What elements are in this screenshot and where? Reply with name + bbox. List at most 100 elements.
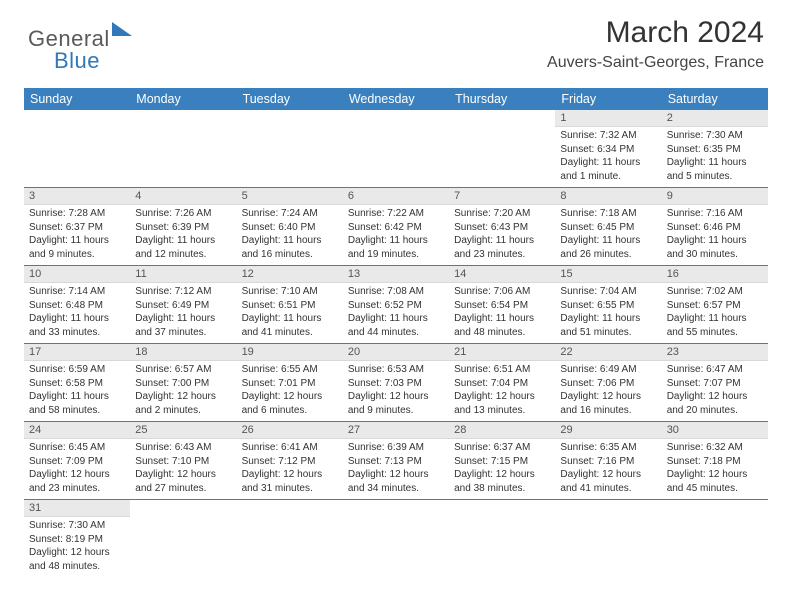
title-block: March 2024 Auvers-Saint-Georges, France	[547, 16, 764, 72]
daylight-text: Daylight: 11 hours and 12 minutes.	[135, 234, 231, 261]
sunset-text: Sunset: 6:49 PM	[135, 299, 231, 313]
day-number: 14	[449, 266, 555, 283]
calendar-cell: 30Sunrise: 6:32 AMSunset: 7:18 PMDayligh…	[662, 422, 768, 500]
sunrise-text: Sunrise: 6:45 AM	[29, 441, 125, 455]
calendar-cell: 12Sunrise: 7:10 AMSunset: 6:51 PMDayligh…	[237, 266, 343, 344]
day-number: 23	[662, 344, 768, 361]
day-number: 2	[662, 110, 768, 127]
day-number: 10	[24, 266, 130, 283]
daylight-text: Daylight: 12 hours and 31 minutes.	[242, 468, 338, 495]
day-number: 22	[555, 344, 661, 361]
day-content: Sunrise: 6:39 AMSunset: 7:13 PMDaylight:…	[343, 439, 449, 499]
daylight-text: Daylight: 12 hours and 16 minutes.	[560, 390, 656, 417]
sunset-text: Sunset: 6:35 PM	[667, 143, 763, 157]
day-number: 6	[343, 188, 449, 205]
sunrise-text: Sunrise: 7:06 AM	[454, 285, 550, 299]
calendar-cell: 17Sunrise: 6:59 AMSunset: 6:58 PMDayligh…	[24, 344, 130, 422]
sunset-text: Sunset: 6:39 PM	[135, 221, 231, 235]
calendar-cell: 28Sunrise: 6:37 AMSunset: 7:15 PMDayligh…	[449, 422, 555, 500]
day-number: 1	[555, 110, 661, 127]
day-content: Sunrise: 6:55 AMSunset: 7:01 PMDaylight:…	[237, 361, 343, 421]
calendar-cell: 6Sunrise: 7:22 AMSunset: 6:42 PMDaylight…	[343, 188, 449, 266]
sunrise-text: Sunrise: 6:39 AM	[348, 441, 444, 455]
day-number: 11	[130, 266, 236, 283]
calendar-cell	[662, 500, 768, 578]
calendar-cell: 27Sunrise: 6:39 AMSunset: 7:13 PMDayligh…	[343, 422, 449, 500]
calendar-week: 3Sunrise: 7:28 AMSunset: 6:37 PMDaylight…	[24, 188, 768, 266]
calendar-cell	[343, 110, 449, 188]
daylight-text: Daylight: 11 hours and 41 minutes.	[242, 312, 338, 339]
day-number: 8	[555, 188, 661, 205]
day-content: Sunrise: 6:32 AMSunset: 7:18 PMDaylight:…	[662, 439, 768, 499]
sunset-text: Sunset: 7:12 PM	[242, 455, 338, 469]
day-content: Sunrise: 7:04 AMSunset: 6:55 PMDaylight:…	[555, 283, 661, 343]
calendar-cell: 11Sunrise: 7:12 AMSunset: 6:49 PMDayligh…	[130, 266, 236, 344]
sunset-text: Sunset: 7:04 PM	[454, 377, 550, 391]
day-content: Sunrise: 7:06 AMSunset: 6:54 PMDaylight:…	[449, 283, 555, 343]
calendar-cell: 15Sunrise: 7:04 AMSunset: 6:55 PMDayligh…	[555, 266, 661, 344]
sunrise-text: Sunrise: 6:53 AM	[348, 363, 444, 377]
day-content: Sunrise: 6:57 AMSunset: 7:00 PMDaylight:…	[130, 361, 236, 421]
day-number: 24	[24, 422, 130, 439]
calendar-cell: 2Sunrise: 7:30 AMSunset: 6:35 PMDaylight…	[662, 110, 768, 188]
day-content: Sunrise: 6:37 AMSunset: 7:15 PMDaylight:…	[449, 439, 555, 499]
day-content: Sunrise: 7:12 AMSunset: 6:49 PMDaylight:…	[130, 283, 236, 343]
day-content: Sunrise: 6:49 AMSunset: 7:06 PMDaylight:…	[555, 361, 661, 421]
sunrise-text: Sunrise: 7:10 AM	[242, 285, 338, 299]
day-content: Sunrise: 7:26 AMSunset: 6:39 PMDaylight:…	[130, 205, 236, 265]
calendar-header-row: SundayMondayTuesdayWednesdayThursdayFrid…	[24, 88, 768, 110]
day-content: Sunrise: 6:35 AMSunset: 7:16 PMDaylight:…	[555, 439, 661, 499]
daylight-text: Daylight: 11 hours and 9 minutes.	[29, 234, 125, 261]
sunrise-text: Sunrise: 7:24 AM	[242, 207, 338, 221]
day-content: Sunrise: 7:30 AMSunset: 8:19 PMDaylight:…	[24, 517, 130, 577]
calendar-cell	[130, 500, 236, 578]
day-number: 19	[237, 344, 343, 361]
calendar-cell: 18Sunrise: 6:57 AMSunset: 7:00 PMDayligh…	[130, 344, 236, 422]
day-content: Sunrise: 7:02 AMSunset: 6:57 PMDaylight:…	[662, 283, 768, 343]
calendar-cell: 31Sunrise: 7:30 AMSunset: 8:19 PMDayligh…	[24, 500, 130, 578]
sunrise-text: Sunrise: 7:32 AM	[560, 129, 656, 143]
sunset-text: Sunset: 6:52 PM	[348, 299, 444, 313]
calendar-cell: 13Sunrise: 7:08 AMSunset: 6:52 PMDayligh…	[343, 266, 449, 344]
day-number: 7	[449, 188, 555, 205]
calendar-week: 10Sunrise: 7:14 AMSunset: 6:48 PMDayligh…	[24, 266, 768, 344]
sunset-text: Sunset: 7:09 PM	[29, 455, 125, 469]
calendar-cell: 1Sunrise: 7:32 AMSunset: 6:34 PMDaylight…	[555, 110, 661, 188]
day-content: Sunrise: 7:30 AMSunset: 6:35 PMDaylight:…	[662, 127, 768, 187]
sunrise-text: Sunrise: 6:57 AM	[135, 363, 231, 377]
calendar-cell: 10Sunrise: 7:14 AMSunset: 6:48 PMDayligh…	[24, 266, 130, 344]
daylight-text: Daylight: 11 hours and 48 minutes.	[454, 312, 550, 339]
daylight-text: Daylight: 12 hours and 2 minutes.	[135, 390, 231, 417]
calendar-week: 31Sunrise: 7:30 AMSunset: 8:19 PMDayligh…	[24, 500, 768, 578]
month-title: March 2024	[547, 16, 764, 50]
sunset-text: Sunset: 6:34 PM	[560, 143, 656, 157]
sunrise-text: Sunrise: 7:12 AM	[135, 285, 231, 299]
sunrise-text: Sunrise: 7:30 AM	[29, 519, 125, 533]
calendar-cell: 14Sunrise: 7:06 AMSunset: 6:54 PMDayligh…	[449, 266, 555, 344]
calendar-cell: 22Sunrise: 6:49 AMSunset: 7:06 PMDayligh…	[555, 344, 661, 422]
sunset-text: Sunset: 6:42 PM	[348, 221, 444, 235]
sunset-text: Sunset: 6:40 PM	[242, 221, 338, 235]
calendar-cell	[130, 110, 236, 188]
column-header: Friday	[555, 88, 661, 110]
day-number: 3	[24, 188, 130, 205]
daylight-text: Daylight: 12 hours and 48 minutes.	[29, 546, 125, 573]
day-number: 30	[662, 422, 768, 439]
calendar-cell: 5Sunrise: 7:24 AMSunset: 6:40 PMDaylight…	[237, 188, 343, 266]
sunset-text: Sunset: 6:51 PM	[242, 299, 338, 313]
calendar-week: 17Sunrise: 6:59 AMSunset: 6:58 PMDayligh…	[24, 344, 768, 422]
day-content: Sunrise: 6:45 AMSunset: 7:09 PMDaylight:…	[24, 439, 130, 499]
sunrise-text: Sunrise: 6:43 AM	[135, 441, 231, 455]
sunset-text: Sunset: 7:03 PM	[348, 377, 444, 391]
day-content: Sunrise: 7:22 AMSunset: 6:42 PMDaylight:…	[343, 205, 449, 265]
sunset-text: Sunset: 7:15 PM	[454, 455, 550, 469]
sunset-text: Sunset: 6:54 PM	[454, 299, 550, 313]
sunset-text: Sunset: 6:43 PM	[454, 221, 550, 235]
sunrise-text: Sunrise: 6:32 AM	[667, 441, 763, 455]
calendar-cell: 3Sunrise: 7:28 AMSunset: 6:37 PMDaylight…	[24, 188, 130, 266]
sunrise-text: Sunrise: 6:59 AM	[29, 363, 125, 377]
day-number: 27	[343, 422, 449, 439]
calendar-cell: 7Sunrise: 7:20 AMSunset: 6:43 PMDaylight…	[449, 188, 555, 266]
daylight-text: Daylight: 11 hours and 23 minutes.	[454, 234, 550, 261]
sunrise-text: Sunrise: 7:28 AM	[29, 207, 125, 221]
